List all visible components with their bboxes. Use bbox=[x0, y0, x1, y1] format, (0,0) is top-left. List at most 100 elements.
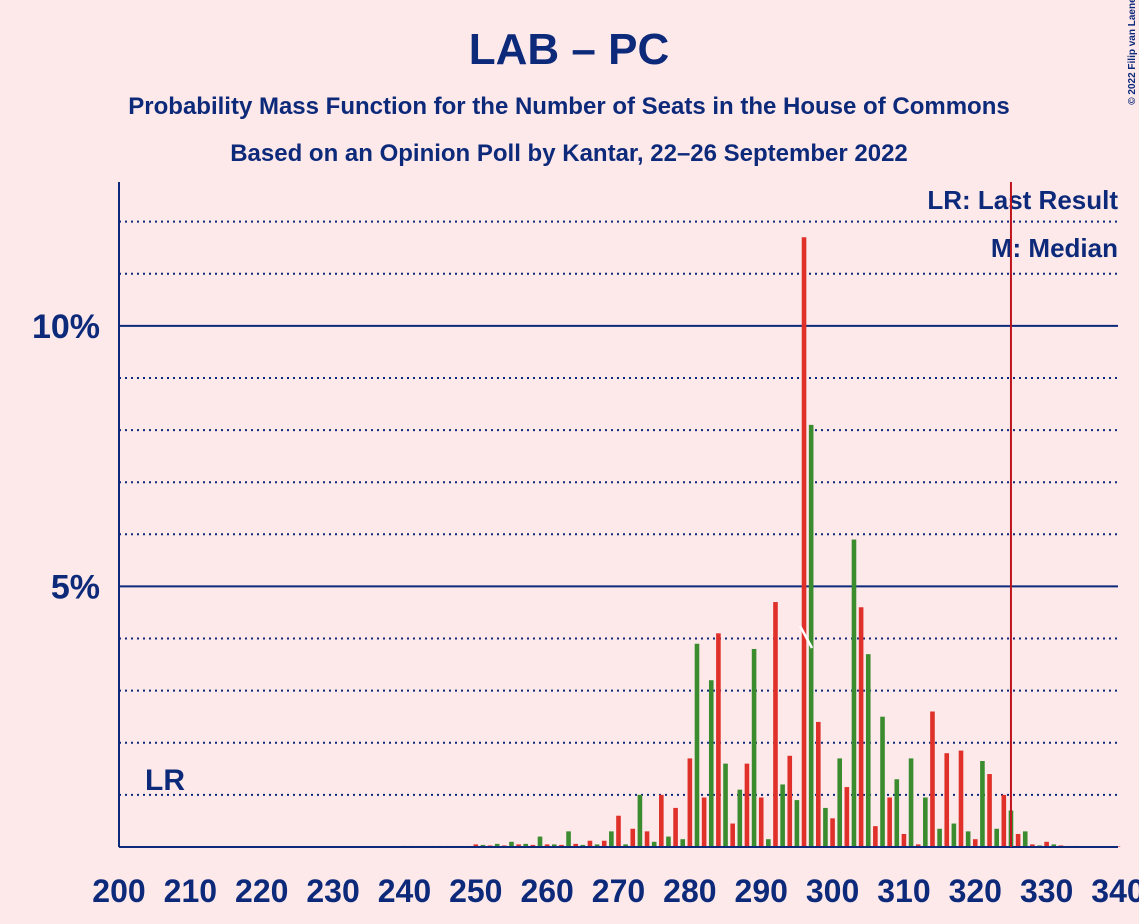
bar bbox=[766, 839, 771, 847]
bar bbox=[837, 758, 843, 847]
bar bbox=[516, 844, 521, 847]
bar bbox=[687, 758, 693, 847]
bar bbox=[537, 836, 543, 847]
bar bbox=[723, 763, 728, 847]
bar bbox=[865, 654, 871, 847]
chart-subtitle: Probability Mass Function for the Number… bbox=[128, 93, 1009, 120]
bar bbox=[1022, 831, 1028, 847]
bar bbox=[887, 797, 892, 847]
bar bbox=[716, 633, 721, 847]
bar bbox=[908, 758, 914, 847]
bar bbox=[937, 828, 942, 847]
y-tick-label: 5% bbox=[51, 568, 100, 606]
median-marker bbox=[798, 625, 814, 649]
bar bbox=[844, 787, 850, 847]
bar bbox=[637, 794, 643, 847]
bar bbox=[944, 753, 950, 847]
bar bbox=[801, 237, 807, 848]
bar bbox=[773, 602, 778, 847]
bar bbox=[951, 823, 957, 847]
bar bbox=[494, 843, 500, 847]
bar bbox=[737, 789, 743, 847]
bar bbox=[880, 716, 885, 847]
x-tick-label: 300 bbox=[806, 873, 859, 909]
bar bbox=[573, 843, 578, 847]
bar bbox=[780, 784, 785, 847]
bar bbox=[980, 761, 985, 847]
bar bbox=[587, 840, 593, 847]
bar bbox=[544, 844, 550, 847]
bar bbox=[915, 844, 921, 847]
x-tick-label: 340 bbox=[1091, 873, 1139, 909]
bar bbox=[473, 844, 479, 847]
bar bbox=[601, 840, 607, 847]
bar bbox=[816, 721, 821, 847]
bar bbox=[1044, 841, 1049, 847]
x-tick-label: 260 bbox=[520, 873, 573, 909]
bar bbox=[851, 539, 857, 847]
bar bbox=[808, 424, 814, 847]
x-tick-label: 230 bbox=[306, 873, 359, 909]
x-tick-label: 210 bbox=[164, 873, 217, 909]
bar bbox=[566, 831, 571, 847]
bar bbox=[623, 844, 628, 847]
bar bbox=[730, 823, 735, 847]
bar bbox=[523, 843, 529, 847]
bar bbox=[651, 841, 657, 847]
copyright: © 2022 Filip van Laenen bbox=[1127, 0, 1138, 105]
bar bbox=[965, 831, 971, 847]
bar bbox=[873, 826, 878, 847]
x-tick-label: 310 bbox=[877, 873, 930, 909]
bar bbox=[744, 763, 750, 847]
bar bbox=[823, 807, 828, 847]
bar bbox=[1051, 844, 1057, 847]
bar bbox=[930, 711, 935, 847]
bar bbox=[616, 815, 621, 847]
x-tick-label: 200 bbox=[92, 873, 145, 909]
bar bbox=[559, 844, 564, 847]
x-tick-label: 320 bbox=[949, 873, 1002, 909]
bar bbox=[830, 818, 835, 847]
bar bbox=[530, 844, 536, 847]
bar bbox=[630, 828, 636, 847]
legend-entry: M: Median bbox=[991, 233, 1118, 263]
bar bbox=[708, 680, 714, 847]
bar bbox=[751, 648, 757, 847]
bar bbox=[994, 828, 999, 847]
bar bbox=[901, 833, 907, 847]
bar bbox=[1030, 844, 1035, 847]
last-result-label: LR bbox=[145, 764, 185, 797]
bar bbox=[894, 779, 900, 847]
bar bbox=[1001, 794, 1007, 847]
bar bbox=[794, 800, 800, 847]
x-tick-label: 250 bbox=[449, 873, 502, 909]
bar bbox=[644, 831, 650, 847]
x-tick-label: 290 bbox=[735, 873, 788, 909]
bar bbox=[923, 797, 928, 847]
bar bbox=[787, 755, 793, 847]
bar bbox=[594, 844, 600, 847]
chart-title: LAB – PC bbox=[469, 25, 669, 74]
x-tick-label: 240 bbox=[378, 873, 431, 909]
x-tick-label: 220 bbox=[235, 873, 288, 909]
bar bbox=[509, 841, 514, 847]
bar bbox=[972, 839, 978, 847]
bar bbox=[666, 836, 671, 847]
bar bbox=[680, 839, 686, 847]
x-tick-label: 280 bbox=[663, 873, 716, 909]
bar bbox=[758, 797, 764, 847]
bar bbox=[673, 807, 678, 847]
bar bbox=[659, 794, 664, 847]
x-tick-label: 270 bbox=[592, 873, 645, 909]
bar bbox=[694, 643, 700, 847]
bar bbox=[609, 831, 614, 847]
bar bbox=[580, 844, 586, 847]
bar bbox=[480, 844, 486, 847]
y-tick-label: 10% bbox=[32, 308, 100, 346]
bar bbox=[858, 607, 864, 847]
bar bbox=[1015, 833, 1021, 847]
x-tick-label: 330 bbox=[1020, 873, 1073, 909]
bar bbox=[958, 750, 964, 847]
chart-subtitle: Based on an Opinion Poll by Kantar, 22–2… bbox=[230, 140, 908, 167]
